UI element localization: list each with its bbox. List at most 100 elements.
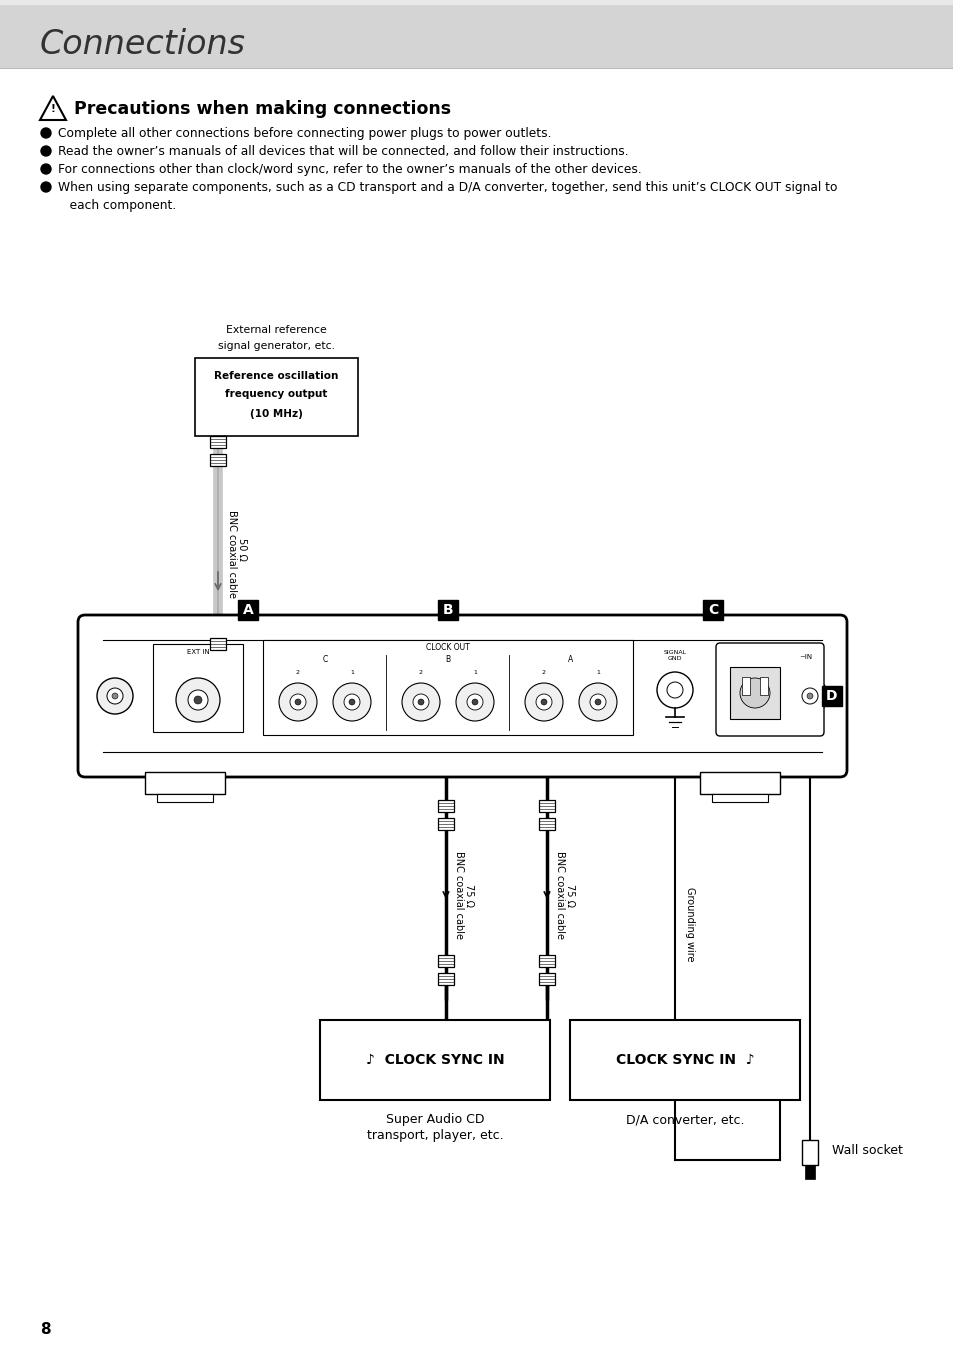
Text: (10 MHz): (10 MHz)	[250, 409, 303, 418]
Circle shape	[188, 690, 208, 710]
Bar	[821, 686, 841, 706]
Text: D: D	[825, 688, 837, 703]
Circle shape	[107, 688, 123, 703]
Circle shape	[540, 699, 546, 705]
Text: For connections other than clock/word sync, refer to the owner’s manuals of the : For connections other than clock/word sy…	[58, 162, 641, 176]
Text: Super Audio CD: Super Audio CD	[385, 1114, 484, 1126]
Bar	[729, 667, 780, 720]
Circle shape	[97, 678, 132, 714]
Circle shape	[413, 694, 429, 710]
Text: 75 Ω: 75 Ω	[463, 883, 474, 906]
Bar	[194, 358, 357, 436]
Circle shape	[193, 697, 202, 703]
Text: BNC coaxial cable: BNC coaxial cable	[454, 850, 463, 940]
Circle shape	[467, 694, 482, 710]
Circle shape	[578, 683, 617, 721]
Text: CLOCK OUT: CLOCK OUT	[426, 644, 470, 652]
Circle shape	[278, 683, 316, 721]
Bar	[437, 801, 454, 811]
Text: ♪  CLOCK SYNC IN: ♪ CLOCK SYNC IN	[365, 1053, 504, 1066]
Text: 2: 2	[541, 670, 545, 675]
FancyBboxPatch shape	[716, 643, 823, 736]
Text: A: A	[568, 656, 573, 664]
Circle shape	[595, 699, 600, 705]
Bar	[741, 676, 749, 695]
Circle shape	[112, 693, 118, 699]
Bar	[538, 801, 555, 811]
Text: When using separate components, such as a CD transport and a D/A converter, toge: When using separate components, such as …	[58, 181, 837, 193]
Text: 1: 1	[596, 670, 599, 675]
Text: Precautions when making connections: Precautions when making connections	[74, 100, 451, 117]
Circle shape	[41, 163, 51, 174]
Circle shape	[401, 683, 439, 721]
Bar	[538, 818, 555, 830]
Bar	[437, 973, 454, 985]
FancyBboxPatch shape	[78, 616, 846, 778]
Text: frequency output: frequency output	[225, 389, 327, 400]
Circle shape	[524, 683, 562, 721]
Bar	[538, 954, 555, 967]
Bar	[700, 772, 780, 794]
Text: signal generator, etc.: signal generator, etc.	[218, 342, 335, 351]
Circle shape	[791, 678, 827, 714]
Bar	[0, 0, 953, 5]
Bar	[801, 1139, 817, 1165]
Text: 1: 1	[350, 670, 354, 675]
Bar	[437, 818, 454, 830]
Text: C: C	[322, 656, 327, 664]
Text: Connections: Connections	[40, 27, 246, 61]
Bar	[210, 639, 226, 649]
Circle shape	[801, 688, 817, 703]
Bar	[0, 0, 953, 68]
Bar	[210, 436, 226, 448]
Circle shape	[456, 683, 494, 721]
Bar	[538, 973, 555, 985]
Circle shape	[806, 693, 812, 699]
Circle shape	[290, 694, 306, 710]
Text: D/A converter, etc.: D/A converter, etc.	[625, 1114, 743, 1126]
Circle shape	[417, 699, 423, 705]
Circle shape	[333, 683, 371, 721]
Bar	[152, 644, 243, 732]
Bar	[157, 794, 213, 802]
Text: 8: 8	[40, 1323, 51, 1338]
Text: C: C	[707, 603, 718, 617]
Bar	[319, 1021, 550, 1100]
Bar	[437, 954, 454, 967]
Bar	[437, 599, 457, 620]
Circle shape	[536, 694, 552, 710]
Circle shape	[472, 699, 477, 705]
Bar	[210, 454, 226, 466]
Text: EXT IN: EXT IN	[187, 649, 209, 655]
Text: Grounding wire: Grounding wire	[684, 887, 695, 961]
Text: 50 Ω: 50 Ω	[236, 537, 247, 560]
Text: Wall socket: Wall socket	[831, 1143, 902, 1157]
Text: BNC coaxial cable: BNC coaxial cable	[555, 850, 564, 940]
Text: SIGNAL
GND: SIGNAL GND	[662, 649, 686, 660]
Text: 2: 2	[418, 670, 422, 675]
Text: B: B	[442, 603, 453, 617]
Bar	[804, 1165, 814, 1179]
Bar	[711, 794, 767, 802]
Circle shape	[657, 672, 692, 707]
Text: CLOCK SYNC IN  ♪: CLOCK SYNC IN ♪	[615, 1053, 754, 1066]
Bar	[569, 1021, 800, 1100]
Text: each component.: each component.	[58, 198, 176, 212]
Circle shape	[589, 694, 605, 710]
Bar	[145, 772, 225, 794]
Circle shape	[294, 699, 301, 705]
Text: ~IN: ~IN	[798, 653, 811, 660]
Bar	[237, 599, 257, 620]
Text: 2: 2	[295, 670, 299, 675]
Text: BNC coaxial cable: BNC coaxial cable	[227, 510, 236, 598]
Circle shape	[41, 128, 51, 138]
Bar	[263, 640, 633, 734]
Circle shape	[41, 182, 51, 192]
Text: Reference oscillation: Reference oscillation	[214, 371, 338, 381]
Text: 1: 1	[473, 670, 476, 675]
Circle shape	[666, 682, 682, 698]
Circle shape	[344, 694, 359, 710]
Bar	[760, 676, 767, 695]
Text: A: A	[242, 603, 253, 617]
Text: Read the owner’s manuals of all devices that will be connected, and follow their: Read the owner’s manuals of all devices …	[58, 144, 628, 158]
